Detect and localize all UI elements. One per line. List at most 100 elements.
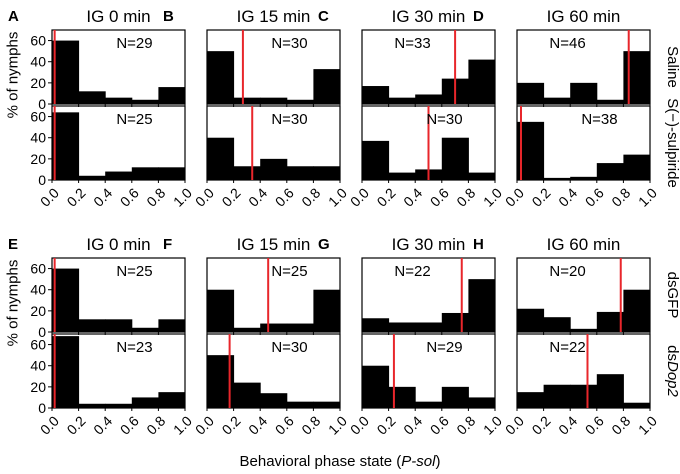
n-label: N=46 [549, 35, 585, 52]
x-axis-label: Behavioral phase state (P-sol) [240, 453, 441, 470]
panel-0-3: N=46 [516, 29, 651, 107]
panel-title: IG 0 min [86, 7, 150, 26]
bar-4 [313, 289, 341, 332]
row-label: dsGFP [664, 272, 680, 319]
bar-4 [468, 397, 496, 408]
panel-letter: D [473, 8, 484, 25]
bar-2 [260, 393, 288, 408]
y-tick-label: 40 [30, 358, 46, 374]
x-tick-label: 0.6 [427, 413, 452, 438]
panel-letter: H [473, 236, 484, 253]
x-tick-label: 0.8 [608, 185, 633, 210]
bar-4 [313, 166, 341, 180]
bar-2 [260, 97, 288, 104]
y-axis-label: % of nymphs [4, 260, 21, 347]
x-tick-label: 0.8 [608, 413, 633, 438]
bar-0 [207, 137, 235, 180]
bar-3 [131, 167, 159, 180]
y-tick-label: 60 [30, 261, 46, 277]
bar-4 [623, 289, 651, 332]
bar-4 [313, 69, 341, 104]
x-tick-label: 0.0 [192, 185, 217, 210]
bar-1 [233, 97, 261, 104]
labels-layer: A IG 0 min B IG 15 min C IG 30 min D IG 60 min E… [4, 7, 680, 470]
y-tick-label: 0 [38, 400, 46, 416]
panel-frame [206, 29, 341, 105]
x-tick-label: 0.2 [529, 413, 554, 438]
panel-frame [206, 105, 341, 181]
panel-letter: F [163, 236, 172, 253]
bar-1 [388, 322, 416, 332]
x-tick-label: 0.8 [298, 185, 323, 210]
x-tick-label: 0.4 [400, 185, 425, 210]
x-tick-label: 0.2 [529, 185, 554, 210]
panel-0-0: N=29 0 20 40 60 [30, 29, 186, 112]
x-tick-label: 0.8 [298, 413, 323, 438]
panel-1-3: N=38 0.0 0.2 0.4 0.6 0.8 1.0 [502, 105, 660, 210]
bar-0 [362, 318, 390, 332]
x-tick-label: 1.0 [635, 413, 660, 438]
bar-3 [596, 163, 624, 180]
panel-3-0: N=23 0 20 40 60 0.0 0.2 0.4 0.6 0.8 1.0 [30, 333, 195, 438]
panel-frame [51, 29, 186, 105]
x-tick-label: 1.0 [170, 413, 195, 438]
bar-1 [78, 91, 106, 104]
y-tick-label: 20 [30, 303, 46, 319]
bar-0 [517, 392, 545, 408]
panel-letter: C [318, 8, 329, 25]
x-tick-label: 0.0 [37, 185, 62, 210]
bar-4 [623, 51, 651, 104]
panel-1-0: N=25 0 20 40 60 0.0 0.2 0.4 0.6 0.8 1.0 [30, 105, 195, 210]
x-tick-label: 0.0 [347, 413, 372, 438]
bar-0 [52, 268, 80, 332]
y-tick-label: 20 [30, 75, 46, 91]
bar-0 [517, 82, 545, 104]
x-tick-label: 1.0 [480, 185, 505, 210]
bar-3 [286, 166, 314, 180]
bar-3 [596, 311, 624, 332]
n-label: N=20 [549, 263, 585, 280]
n-label: N=29 [116, 35, 152, 52]
panel-frame [516, 29, 651, 105]
x-axis-label-part-0: Behavioral phase state ( [240, 453, 402, 470]
bar-2 [570, 176, 598, 180]
n-label: N=25 [116, 111, 152, 128]
bar-1 [543, 177, 571, 180]
bar-3 [286, 401, 314, 408]
bar-2 [105, 171, 133, 180]
panel-3-1: N=30 0.0 0.2 0.4 0.6 0.8 1.0 [192, 333, 350, 438]
x-tick-label: 0.6 [272, 413, 297, 438]
bar-4 [313, 401, 341, 408]
panel-title: IG 0 min [86, 235, 150, 254]
panel-title: IG 15 min [237, 7, 311, 26]
n-label: N=38 [581, 111, 617, 128]
y-tick-label: 0 [38, 96, 46, 112]
bar-0 [362, 365, 390, 408]
panel-2-2: N=22 [361, 257, 496, 335]
bar-3 [286, 323, 314, 332]
n-label: N=22 [394, 263, 430, 280]
n-label: N=30 [271, 111, 307, 128]
panel-1-1: N=30 0.0 0.2 0.4 0.6 0.8 1.0 [192, 105, 350, 210]
y-tick-label: 40 [30, 282, 46, 298]
row-label: dsDop2 [664, 345, 680, 397]
panel-1-2: N=30 0.0 0.2 0.4 0.6 0.8 1.0 [347, 105, 505, 210]
bar-0 [362, 140, 390, 180]
bar-3 [596, 99, 624, 104]
bar-4 [158, 392, 186, 408]
row-label-italic: Dop2 [664, 361, 680, 398]
bar-2 [415, 322, 443, 332]
bar-2 [570, 328, 598, 332]
panel-frame [361, 333, 496, 409]
panel-title: IG 30 min [392, 235, 466, 254]
x-tick-label: 0.2 [64, 413, 89, 438]
bar-1 [78, 403, 106, 408]
x-tick-label: 0.4 [245, 185, 270, 210]
x-tick-label: 0.6 [117, 413, 142, 438]
y-tick-label: 20 [30, 151, 46, 167]
y-tick-label: 20 [30, 379, 46, 395]
bar-2 [260, 158, 288, 180]
n-label: N=30 [271, 339, 307, 356]
